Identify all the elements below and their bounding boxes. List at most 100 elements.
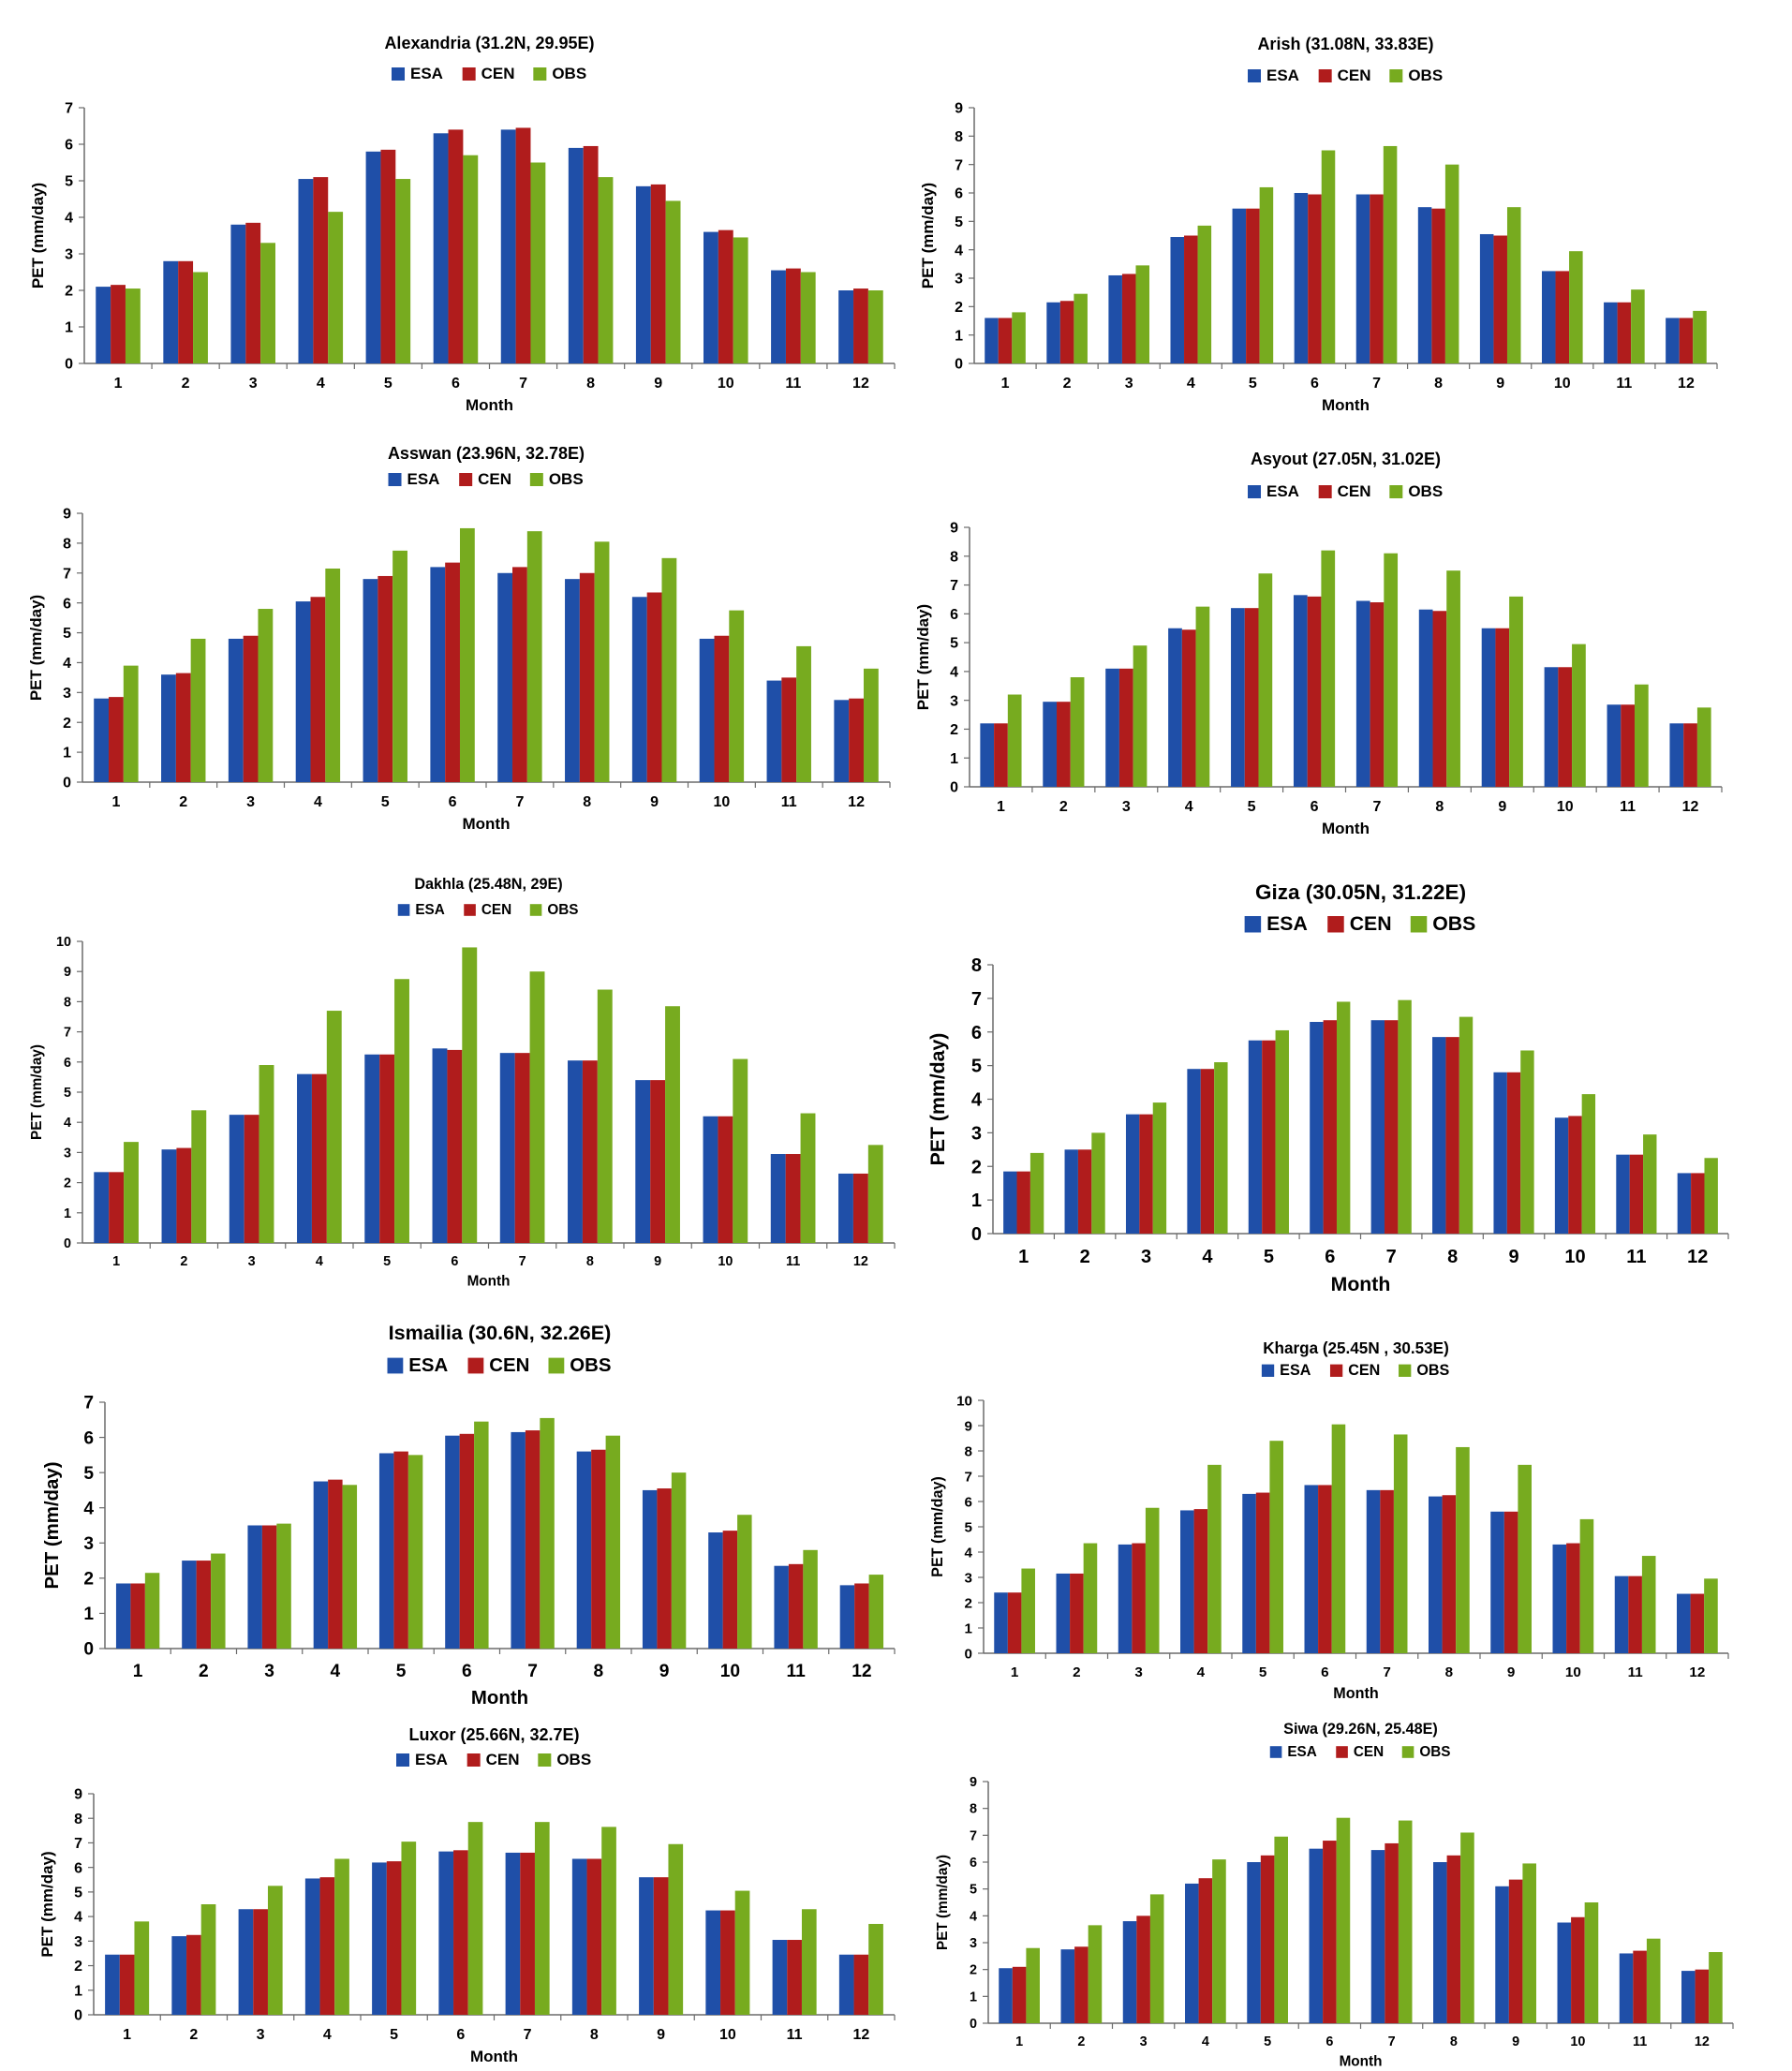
bar-cen-month-11 — [1617, 302, 1632, 363]
bar-obs-month-11 — [801, 1909, 817, 2015]
x-tick-label: 4 — [1202, 2034, 1209, 2049]
bar-esa-month-2 — [1046, 302, 1060, 363]
legend-label-obs: OBS — [1416, 1362, 1449, 1379]
bar-obs-month-9 — [665, 1006, 680, 1243]
bar-esa-month-7 — [1370, 1020, 1385, 1234]
bar-obs-month-6 — [1336, 1817, 1351, 2023]
bar-esa-month-11 — [1616, 1154, 1630, 1234]
bar-obs-month-1 — [144, 1573, 160, 1649]
y-tick-label: 9 — [64, 965, 71, 980]
bar-esa-month-5 — [365, 151, 381, 363]
x-tick-label: 1 — [114, 376, 123, 392]
y-tick-label: 1 — [950, 751, 958, 767]
y-tick-label: 9 — [950, 521, 958, 537]
bar-esa-month-7 — [505, 1852, 521, 2015]
y-tick-label: 2 — [74, 1959, 82, 1975]
legend-label-cen: CEN — [481, 65, 515, 82]
bar-cen-month-5 — [379, 1054, 395, 1243]
x-tick-label: 11 — [786, 1662, 806, 1681]
y-tick-label: 4 — [971, 1090, 983, 1111]
bar-cen-month-1 — [998, 318, 1013, 363]
bar-cen-month-2 — [1059, 301, 1074, 363]
x-tick-label: 4 — [1185, 799, 1193, 815]
x-tick-label: 9 — [654, 376, 662, 392]
bar-cen-month-5 — [386, 1861, 402, 2015]
legend-swatch-obs — [1410, 916, 1428, 933]
bar-esa-month-5 — [1242, 1493, 1256, 1653]
x-tick-label: 2 — [182, 376, 190, 392]
x-tick-label: 9 — [650, 794, 659, 810]
x-axis-label: Month — [1322, 820, 1370, 837]
bar-esa-month-4 — [1185, 1883, 1199, 2023]
bar-obs-month-11 — [1646, 1938, 1661, 2023]
bar-obs-month-2 — [190, 638, 206, 782]
bar-cen-month-11 — [785, 1154, 801, 1243]
bar-esa-month-8 — [1429, 1496, 1443, 1653]
bar-esa-month-2 — [163, 260, 179, 363]
bar-cen-month-4 — [1198, 1878, 1213, 2023]
bar-esa-month-11 — [1607, 704, 1622, 787]
y-tick-label: 4 — [970, 1909, 977, 1924]
legend-swatch-cen — [467, 1357, 484, 1374]
bar-esa-month-3 — [1118, 1544, 1133, 1653]
x-tick-label: 4 — [331, 1662, 341, 1681]
legend-swatch-esa — [1261, 1364, 1275, 1377]
y-tick-label: 6 — [64, 1056, 71, 1071]
bar-obs-month-12 — [1704, 1158, 1718, 1234]
bar-obs-month-1 — [1007, 694, 1022, 787]
x-tick-label: 10 — [718, 376, 734, 392]
legend-swatch-esa — [1244, 916, 1262, 933]
x-tick-label: 5 — [390, 2027, 398, 2043]
y-tick-label: 2 — [950, 722, 958, 738]
x-tick-label: 2 — [180, 1254, 187, 1269]
x-tick-label: 1 — [1018, 1247, 1029, 1267]
x-tick-label: 8 — [586, 376, 595, 392]
legend-label-cen: CEN — [478, 470, 511, 488]
y-tick-label: 3 — [83, 1534, 94, 1554]
x-tick-label: 10 — [714, 794, 731, 810]
bar-obs-month-7 — [1398, 1820, 1413, 2023]
legend-swatch-obs — [529, 904, 542, 916]
chart-panel: Siwa (29.26N, 25.48E)ESA CEN OBS0123456789… — [935, 1721, 1734, 2070]
bar-cen-month-11 — [788, 1563, 804, 1649]
bar-cen-month-9 — [653, 1877, 669, 2015]
bar-cen-month-12 — [849, 698, 864, 782]
bar-cen-month-10 — [1555, 271, 1570, 363]
bar-esa-month-9 — [1493, 1072, 1507, 1234]
x-tick-label: 7 — [1372, 376, 1381, 392]
y-tick-label: 0 — [63, 776, 71, 791]
bar-obs-month-11 — [803, 1549, 818, 1649]
bar-cen-month-6 — [1318, 1485, 1332, 1653]
x-axis-label: Month — [470, 2048, 518, 2065]
bar-obs-month-8 — [1446, 570, 1460, 787]
bar-cen-month-5 — [1255, 1492, 1270, 1653]
bar-obs-month-8 — [605, 1435, 621, 1649]
bar-esa-month-6 — [1310, 1021, 1324, 1234]
bar-esa-month-8 — [568, 147, 584, 363]
y-tick-label: 10 — [956, 1393, 972, 1409]
bar-obs-month-11 — [796, 645, 811, 782]
legend: ESA CEN OBS — [397, 902, 579, 918]
y-tick-label: 8 — [970, 1802, 977, 1817]
bar-obs-month-3 — [1135, 265, 1150, 363]
x-tick-label: 5 — [383, 1254, 391, 1269]
bar-cen-month-4 — [319, 1877, 335, 2015]
x-tick-label: 2 — [1063, 376, 1072, 392]
x-tick-label: 8 — [1447, 1247, 1458, 1267]
x-tick-label: 12 — [1695, 2034, 1710, 2049]
bar-obs-month-8 — [598, 177, 614, 363]
y-tick-label: 8 — [64, 995, 71, 1010]
bar-cen-month-8 — [1432, 611, 1447, 787]
bar-cen-month-1 — [1016, 1171, 1030, 1234]
bar-esa-month-2 — [171, 1936, 187, 2015]
y-tick-label: 1 — [64, 1206, 71, 1221]
legend-swatch-esa — [1248, 485, 1262, 498]
bar-esa-month-9 — [639, 1877, 654, 2015]
legend-label-obs: OBS — [1408, 67, 1443, 84]
y-tick-label: 3 — [63, 686, 71, 702]
x-axis-label: Month — [1333, 1685, 1378, 1702]
y-tick-label: 4 — [83, 1499, 94, 1518]
bar-esa-month-11 — [771, 270, 786, 363]
bar-esa-month-2 — [1060, 1949, 1075, 2023]
